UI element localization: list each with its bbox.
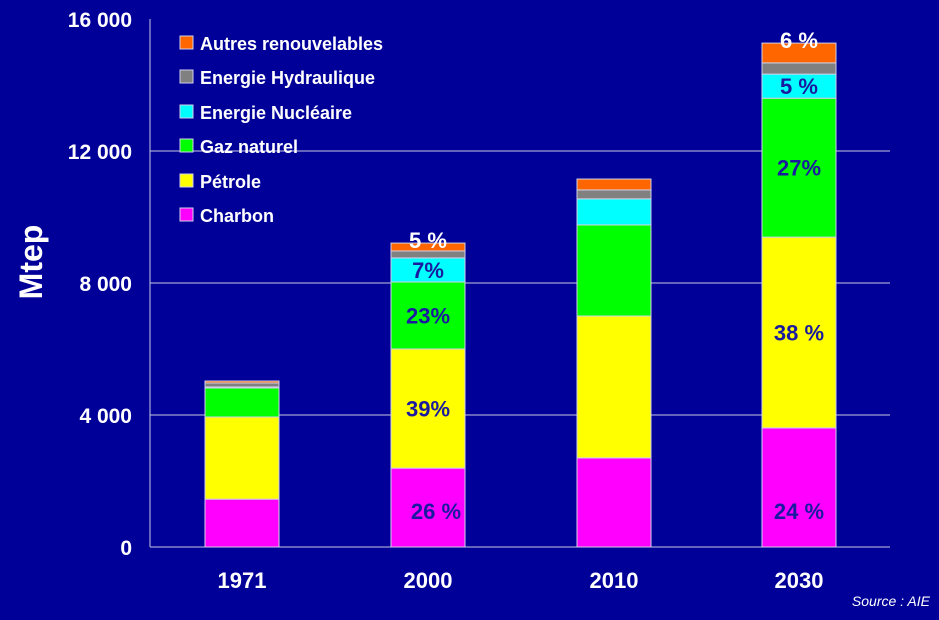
legend-label: Charbon	[200, 206, 274, 226]
bar-segment-gaz-naturel	[576, 224, 652, 317]
bar-segment-energie-nucl-aire	[761, 73, 837, 99]
bar-segment-charbon	[576, 457, 652, 548]
y-axis-label: Mtep	[13, 225, 49, 300]
bar-segment-energie-hydraulique	[576, 189, 652, 200]
bar-segment-energie-hydraulique	[204, 382, 280, 388]
y-tick-label: 12 000	[68, 141, 132, 164]
data-label: 7%	[412, 258, 444, 283]
bar-segment-p-trole	[390, 348, 466, 469]
legend-label: Gaz naturel	[200, 137, 298, 157]
bar-segment-gaz-naturel	[204, 387, 280, 418]
x-tick-label: 1971	[218, 568, 267, 593]
bar-segment-energie-nucl-aire	[576, 198, 652, 226]
y-tick-label: 0	[120, 537, 132, 560]
bar-segment-p-trole	[761, 236, 837, 429]
bar-segment-p-trole	[576, 315, 652, 459]
data-label: 38 %	[774, 321, 824, 346]
legend-label: Energie Nucléaire	[200, 103, 352, 123]
data-label: 39%	[406, 397, 450, 422]
data-label: 23%	[406, 304, 450, 329]
bar-segment-charbon	[761, 427, 837, 548]
legend-label: Pétrole	[200, 172, 261, 192]
bar-segment-autres-renouvelables	[204, 380, 280, 384]
bar-segment-autres-renouvelables	[390, 242, 466, 252]
legend-swatch	[179, 35, 194, 50]
y-tick-label: 4 000	[79, 405, 132, 428]
y-tick-label: 8 000	[79, 273, 132, 296]
legend-label: Autres renouvelables	[200, 34, 383, 54]
source-note: Source : AIE	[852, 593, 931, 609]
legend-swatch	[179, 138, 194, 153]
x-tick-label: 2030	[775, 568, 824, 593]
data-label: 5 %	[409, 228, 447, 253]
legend-swatch	[179, 104, 194, 119]
data-label: 6 %	[780, 28, 818, 53]
data-label: 27%	[777, 156, 821, 181]
bar-segment-autres-renouvelables	[576, 178, 652, 191]
data-label: 24 %	[774, 499, 824, 524]
legend-label: Energie Hydraulique	[200, 68, 375, 88]
data-label: 5 %	[780, 74, 818, 99]
bar-segment-autres-renouvelables	[761, 42, 837, 64]
data-label: 26 %	[411, 499, 461, 524]
bar-segment-gaz-naturel	[390, 281, 466, 350]
legend-swatch	[179, 207, 194, 222]
y-tick-label: 16 000	[68, 9, 132, 32]
x-tick-label: 2000	[404, 568, 453, 593]
bar-segment-charbon	[390, 467, 466, 548]
bar-segment-energie-nucl-aire	[390, 257, 466, 283]
x-tick-label: 2010	[590, 568, 639, 593]
bar-segment-energie-hydraulique	[761, 62, 837, 75]
bar-segment-charbon	[204, 498, 280, 548]
legend-swatch	[179, 173, 194, 188]
legend-swatch	[179, 69, 194, 84]
bar-segment-p-trole	[204, 416, 280, 500]
bar-segment-gaz-naturel	[761, 97, 837, 238]
